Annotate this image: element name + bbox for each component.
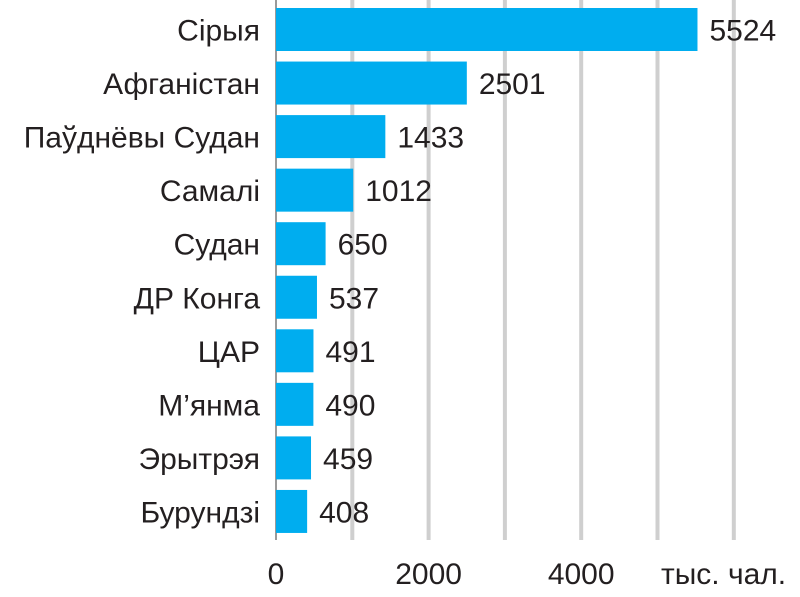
bar-5 [276,222,326,266]
x-tick-label-2000: 2000 [395,558,462,591]
category-label-7: ЦАР [198,336,260,369]
category-label-4: Самалі [160,175,260,208]
bar-7 [276,329,314,373]
value-label-9: 459 [323,443,373,476]
value-label-3: 1433 [397,122,464,155]
x-axis-ticks: 0 2000 4000 [268,558,615,591]
category-label-5: Судан [174,229,260,262]
category-label-10: Бурундзі [140,496,260,529]
value-label-10: 408 [319,496,369,529]
value-label-6: 537 [329,282,379,315]
bar-4 [276,168,354,212]
category-label-3: Паўднёвы Судан [24,122,260,155]
x-tick-label-0: 0 [268,558,285,591]
bar-3 [276,115,386,159]
category-labels: Сірыя Афганістан Паўднёвы Судан Самалі Судан… [24,15,261,530]
bars [276,8,698,533]
x-axis-unit-label: тыс. чал. [661,558,786,591]
x-tick-label-4000: 4000 [548,558,615,591]
value-label-5: 650 [338,229,388,262]
category-label-6: ДР Конга [134,282,261,315]
value-label-2: 2501 [479,68,546,101]
value-label-7: 491 [325,336,375,369]
category-label-2: Афганістан [103,68,260,101]
category-label-1: Сірыя [177,15,260,48]
value-label-8: 490 [325,389,375,422]
value-labels: 5524 2501 1433 1012 650 537 491 490 459 408 [319,15,776,530]
bar-10 [276,489,308,533]
bar-9 [276,436,312,480]
category-label-8: М’янма [158,389,260,422]
bar-1 [276,8,698,51]
category-label-9: Эрытрэя [139,443,260,476]
value-label-1: 5524 [709,15,776,48]
bar-2 [276,61,467,105]
bar-6 [276,275,317,319]
bar-8 [276,382,314,426]
value-label-4: 1012 [365,175,432,208]
